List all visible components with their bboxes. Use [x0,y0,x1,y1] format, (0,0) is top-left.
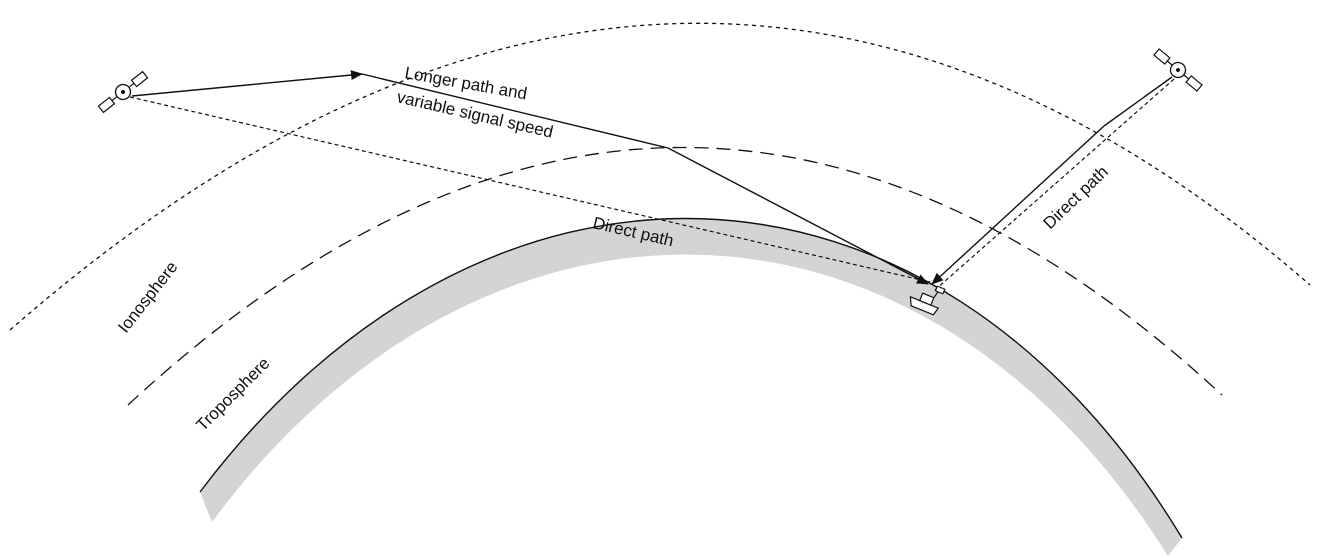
left-satellite-icon [97,70,149,114]
earth-surface-line [199,217,1183,539]
refracted-path-segment-1 [131,70,363,97]
direct-path-label-right: Direct path [1040,162,1112,233]
troposphere-boundary [127,146,1223,406]
right-refracted-path-segment-2 [931,125,1105,285]
right-satellite-icon [1153,48,1203,92]
refracted-path-segment-3 [667,147,929,285]
right-direct-path [934,78,1175,291]
ship-receiver-icon [909,285,946,316]
ionosphere-boundary [9,22,1311,331]
ionosphere-label: Ionosphere [114,258,181,337]
earth-surface-band [200,218,1182,556]
left-direct-path [129,96,931,283]
right-refracted-path-segment-1 [1103,76,1173,127]
refracted-path-segment-2 [361,73,669,149]
